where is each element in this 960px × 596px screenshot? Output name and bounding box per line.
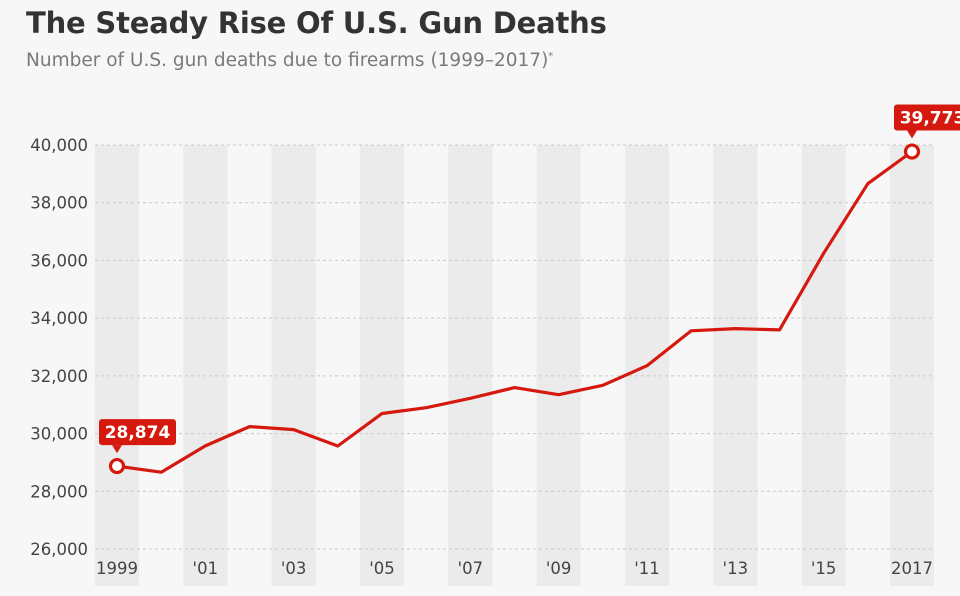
column-band xyxy=(183,145,228,586)
x-axis-tick-labels: 1999 '01 '03 '05 '07 '09 '11 '13 '15 2017 xyxy=(96,559,933,578)
x-tick-label: '07 xyxy=(458,559,484,578)
x-tick-label: '11 xyxy=(634,559,660,578)
y-tick-label: 36,000 xyxy=(30,251,88,270)
x-tick-label: '09 xyxy=(546,559,572,578)
y-tick-label: 28,000 xyxy=(30,482,88,501)
chart-title: The Steady Rise Of U.S. Gun Deaths xyxy=(26,6,607,40)
column-band xyxy=(536,145,581,586)
chart-subtitle: Number of U.S. gun deaths due to firearm… xyxy=(26,50,553,71)
x-tick-label: 1999 xyxy=(96,559,138,578)
y-tick-label: 38,000 xyxy=(30,194,88,213)
series-layer xyxy=(115,150,914,474)
column-band xyxy=(713,145,758,586)
y-tick-label: 32,000 xyxy=(30,367,88,386)
callout-box xyxy=(894,104,960,131)
column-band xyxy=(448,145,493,586)
column-band xyxy=(359,145,405,586)
y-tick-label: 30,000 xyxy=(30,425,88,444)
callout-pointer xyxy=(112,445,122,454)
column-band xyxy=(801,145,846,586)
x-tick-label: '05 xyxy=(369,559,395,578)
column-bands xyxy=(94,145,935,586)
endpoint-marker xyxy=(903,143,921,160)
callout-label: 39,773 xyxy=(900,109,960,129)
gridlines xyxy=(95,144,935,550)
y-tick-label: 40,000 xyxy=(30,136,88,155)
x-tick-label: '01 xyxy=(193,559,219,578)
callout-pointer xyxy=(907,130,917,139)
y-tick-label: 26,000 xyxy=(30,540,88,559)
column-band xyxy=(889,145,935,586)
column-band xyxy=(271,145,316,586)
subtitle-footnote-mark: * xyxy=(548,50,554,62)
x-tick-label: '15 xyxy=(811,559,837,578)
annotations-layer: 28,874 39,773 xyxy=(99,104,960,475)
callout-box xyxy=(99,419,176,446)
callout-label: 28,874 xyxy=(105,423,171,443)
y-tick-label: 34,000 xyxy=(30,309,88,328)
subtitle-text: Number of U.S. gun deaths due to firearm… xyxy=(26,50,549,71)
y-axis-tick-labels: 26,000 28,000 30,000 32,000 34,000 36,000 38,0… xyxy=(30,136,88,559)
series-line xyxy=(115,150,914,474)
x-tick-label: 2017 xyxy=(891,559,933,578)
column-band xyxy=(94,145,140,586)
x-tick-label: '13 xyxy=(723,559,749,578)
endpoint-marker xyxy=(108,457,126,475)
x-tick-label: '03 xyxy=(281,559,307,578)
